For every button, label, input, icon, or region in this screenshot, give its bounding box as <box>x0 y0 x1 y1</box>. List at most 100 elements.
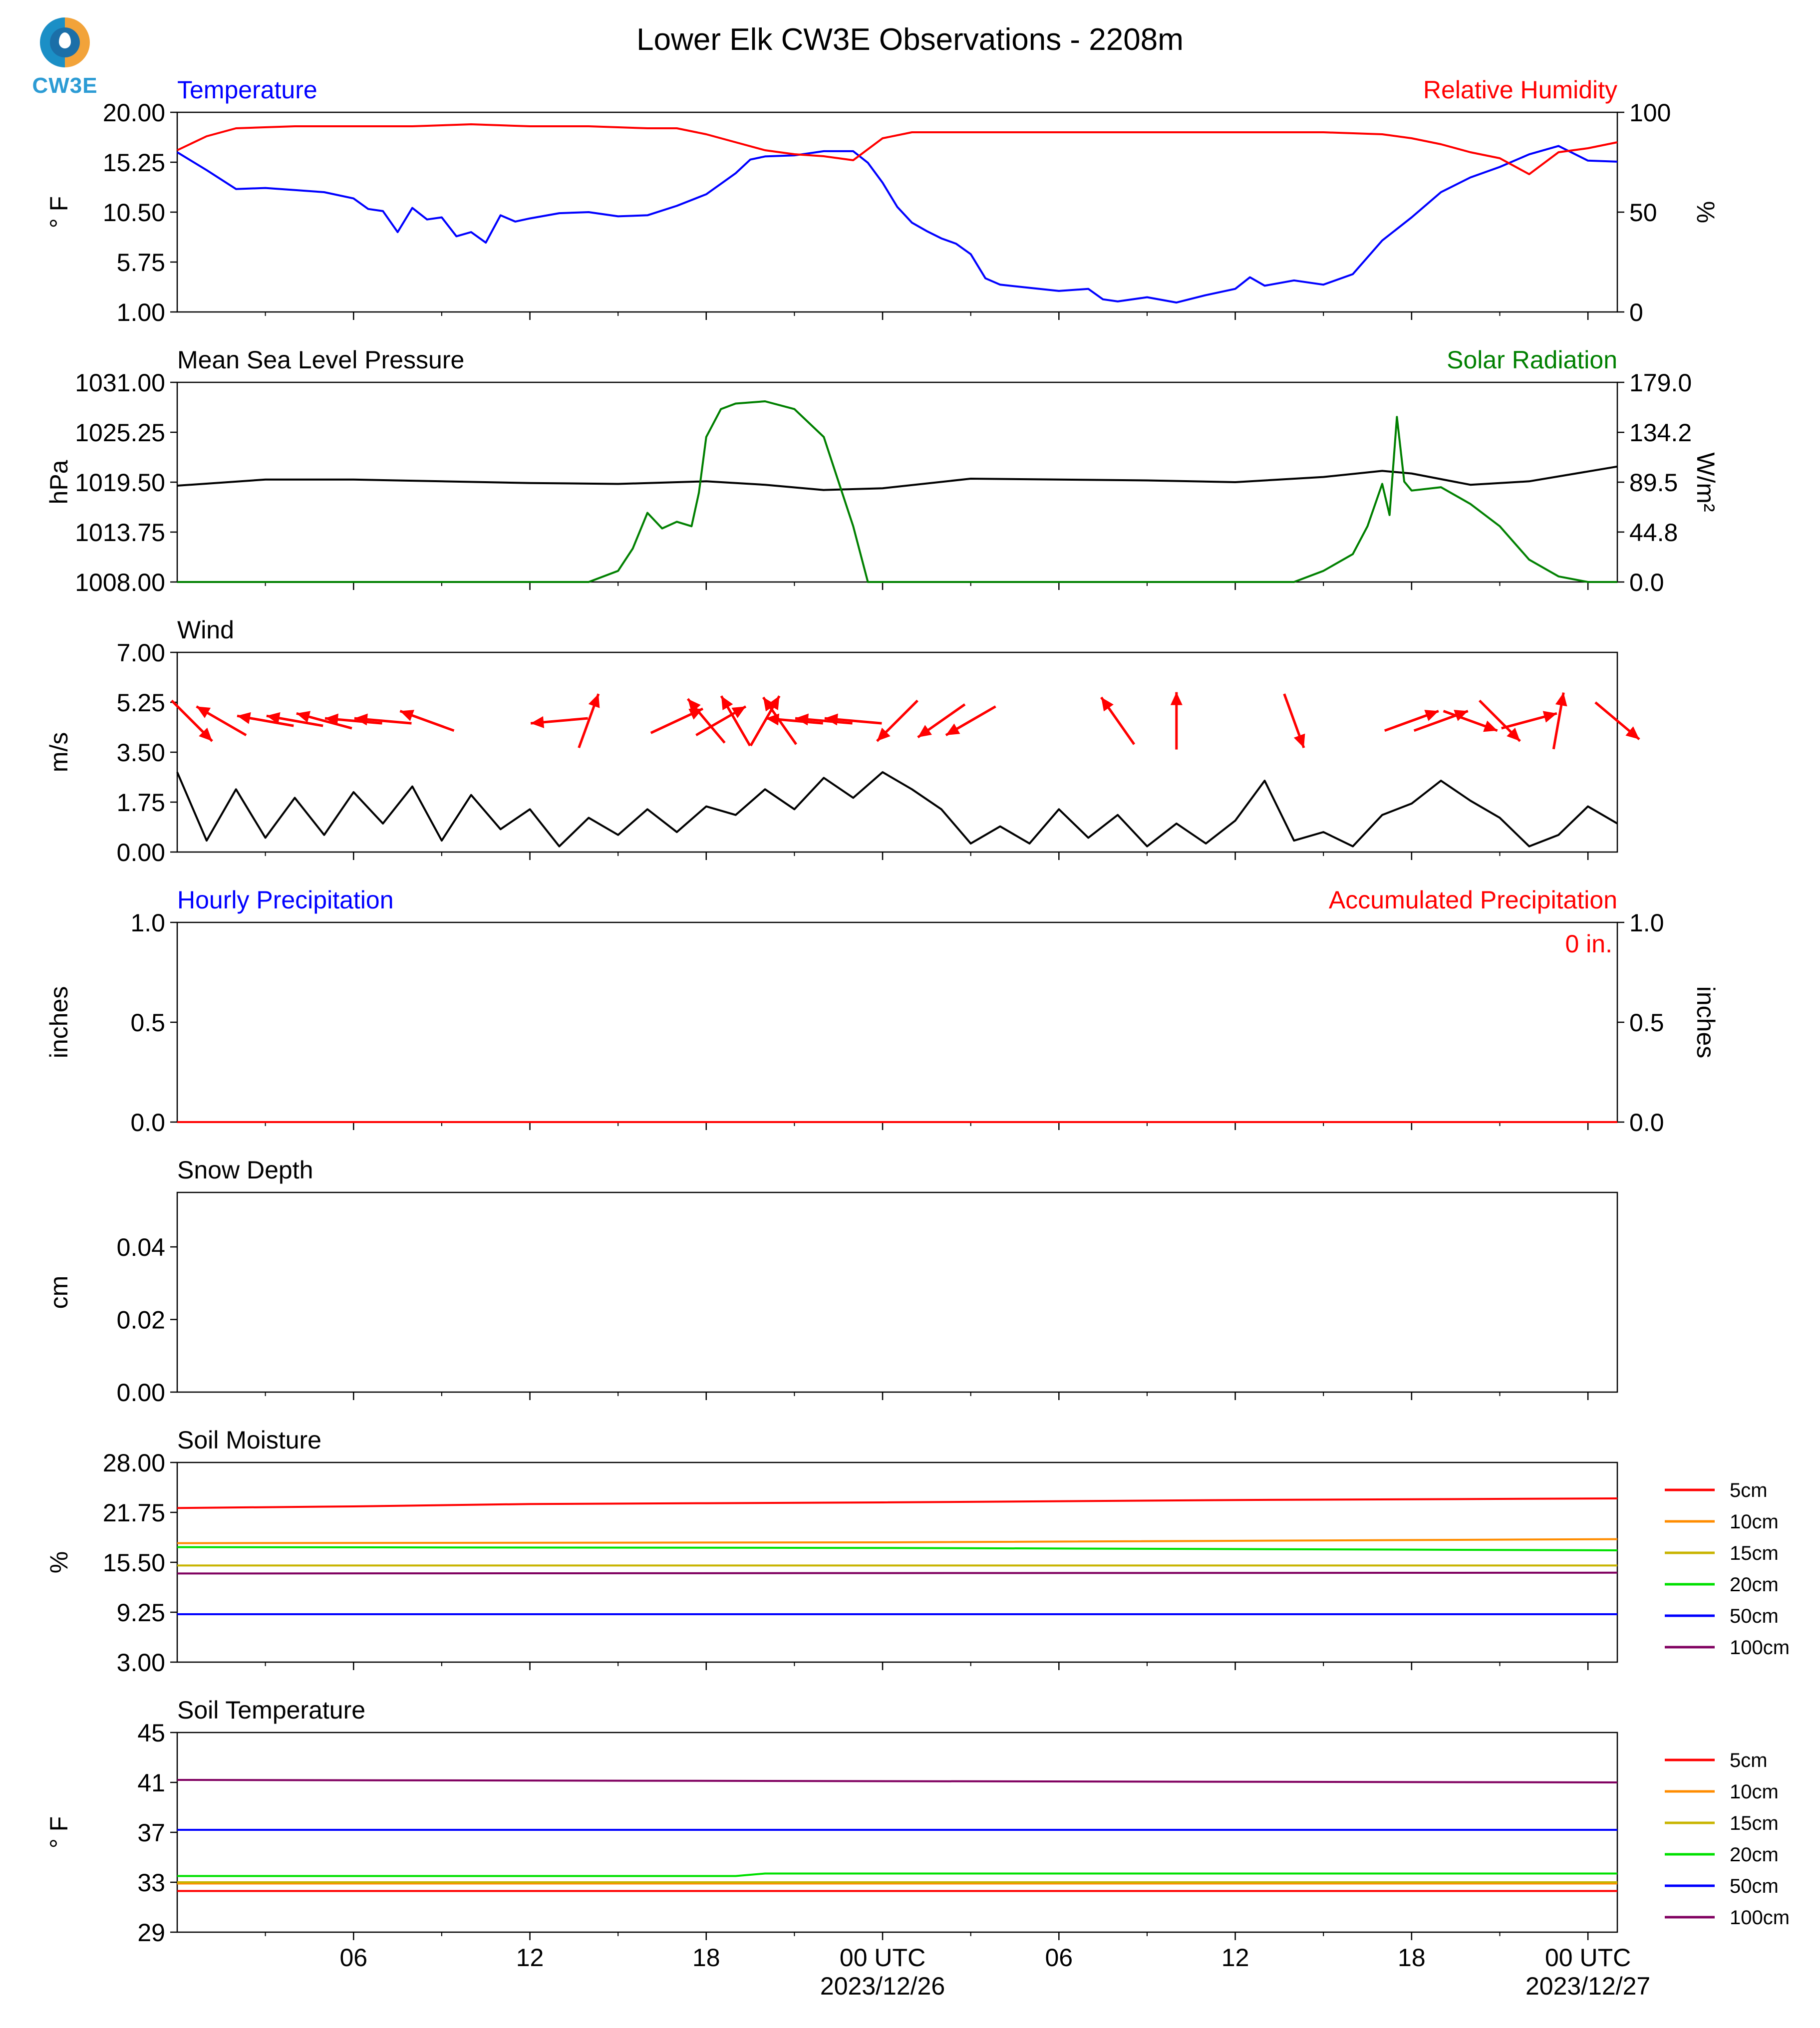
y-axis-label: ° F <box>45 1816 73 1848</box>
panel-title-left: Soil Moisture <box>177 1426 321 1454</box>
wind-arrow <box>1594 701 1640 741</box>
wind-arrow <box>171 699 213 742</box>
y-tick-label: 15.25 <box>103 149 165 177</box>
y-tick-label: 3.50 <box>117 739 165 767</box>
panel-frame <box>176 1191 1618 1393</box>
y-tick-label: 1013.75 <box>75 519 165 547</box>
series-line-wind_speed <box>176 771 1618 848</box>
wind-arrow <box>765 713 823 726</box>
x-tick-label: 18 <box>1398 1944 1426 1972</box>
y-tick-label-right: 134.2 <box>1629 419 1692 447</box>
wind-arrow-head <box>767 696 780 710</box>
wind-arrow-head <box>1170 692 1183 705</box>
legend-label: 100cm <box>1730 1907 1790 1929</box>
wind-arrow-head <box>296 711 311 723</box>
legend-label: 50cm <box>1730 1605 1779 1627</box>
y-tick-label: 1031.00 <box>75 369 165 397</box>
wind-arrow <box>720 695 751 747</box>
legend: 5cm 10cm 15cm 20cm 50cm 100cm <box>1665 1749 1790 1929</box>
wind-arrow <box>237 712 294 727</box>
figure-title: Lower Elk CW3E Observations - 2208m <box>636 22 1184 57</box>
panel-precip: Hourly Precipitation Accumulated Precipit… <box>45 886 1720 1137</box>
y-tick-label: 0.0 <box>130 1109 165 1137</box>
water-drop-icon <box>59 32 71 48</box>
x-tick-label: 06 <box>339 1944 367 1972</box>
panel-title-left: Temperature <box>177 76 317 104</box>
panel-title-left: Snow Depth <box>177 1156 313 1184</box>
wind-arrow-head <box>721 696 733 710</box>
y-tick-label: 1025.25 <box>75 419 165 447</box>
wind-arrow-head <box>766 713 780 726</box>
wind-arrow-head <box>731 706 746 718</box>
y-tick-label: 3.00 <box>117 1649 165 1677</box>
y-tick-label: 29 <box>137 1919 165 1947</box>
y-tick-label-right: 0.0 <box>1629 1109 1664 1137</box>
wind-arrow-head <box>945 723 960 735</box>
x-date-label: 2023/12/27 <box>1525 1972 1650 2000</box>
panels: Temperature Relative Humidity1.005.7510.5… <box>45 76 1790 1947</box>
wind-arrow-head <box>237 712 251 724</box>
cw3e-logo: CW3E <box>27 17 102 102</box>
y-tick-label: 20.00 <box>103 99 165 127</box>
y-tick-label-right: 0.5 <box>1629 1009 1664 1037</box>
y-tick-label: 41 <box>137 1769 165 1797</box>
panel-title-left: Wind <box>177 616 234 644</box>
panel-title-right: Accumulated Precipitation <box>1329 886 1617 914</box>
wind-arrow <box>399 710 455 732</box>
wind-arrow <box>1479 699 1521 742</box>
wind-arrow <box>1413 710 1469 732</box>
panel-title-right: Relative Humidity <box>1423 76 1617 104</box>
panel-wind: Wind 0.00 1.75 3.50 5.25 7.00 m/s <box>45 616 1640 867</box>
y-axis-label-right: % <box>1692 201 1720 223</box>
wind-arrow <box>196 705 247 737</box>
y-tick-label: 1008.00 <box>75 569 165 596</box>
wind-arrow <box>578 693 600 749</box>
wind-arrow <box>296 711 352 730</box>
wind-arrow <box>1552 692 1567 750</box>
legend-label: 100cm <box>1730 1637 1790 1659</box>
x-tick-label: 00 UTC <box>1545 1944 1631 1972</box>
y-tick-label: 5.75 <box>117 249 165 277</box>
wind-arrow-head <box>400 710 414 721</box>
x-tick-label: 12 <box>516 1944 544 1972</box>
series-line-humidity <box>177 123 1618 175</box>
wind-arrow-head <box>877 727 891 741</box>
wind-arrow <box>945 705 996 737</box>
x-date-label: 2023/12/26 <box>820 1972 945 2000</box>
legend-label: 10cm <box>1730 1781 1779 1803</box>
legend-label: 5cm <box>1730 1479 1768 1501</box>
y-tick-label-right: 50 <box>1629 199 1657 227</box>
wind-arrow <box>530 716 588 728</box>
panel-pressure_solar: Mean Sea Level Pressure Solar Radiation 10… <box>45 346 1720 596</box>
y-axis-label: hPa <box>45 460 73 504</box>
wind-arrow-head <box>917 725 932 738</box>
panel-snow: Snow Depth 0.00 0.02 0.04 cm <box>45 1156 1618 1407</box>
x-tick-label: 18 <box>692 1944 720 1972</box>
panel-title-left: Hourly Precipitation <box>177 886 394 914</box>
series-line-20cm <box>177 1872 1617 1877</box>
wind-arrow-head <box>199 727 213 741</box>
y-tick-label: 1.00 <box>117 298 165 326</box>
wind-arrow-head <box>1293 733 1305 748</box>
y-axis-label: m/s <box>45 732 73 773</box>
series-line-20cm <box>177 1546 1618 1551</box>
wind-arrow <box>1501 711 1557 730</box>
y-tick-label-right: 1.0 <box>1629 909 1664 937</box>
x-tick-label: 12 <box>1221 1944 1249 1972</box>
wind-arrow-head <box>763 697 776 712</box>
y-tick-label-right: 0 <box>1629 298 1643 326</box>
wind-arrow <box>917 703 966 739</box>
panel-frame <box>176 1461 1618 1663</box>
y-tick-label: 37 <box>137 1819 165 1847</box>
y-tick-label-right: 179.0 <box>1629 369 1692 397</box>
y-tick-label: 0.02 <box>117 1306 165 1334</box>
wind-arrow <box>824 713 882 726</box>
wind-arrow <box>354 713 412 726</box>
wind-arrow <box>795 713 853 726</box>
y-axis-label-right: inches <box>1692 986 1720 1059</box>
panel-soil_moisture: Soil Moisture 3.00 9.25 15.50 21.75 28.00% 5cm… <box>45 1426 1790 1677</box>
wind-arrow-head <box>324 713 338 726</box>
panel-frame <box>176 651 1618 853</box>
wind-arrow-head <box>266 712 281 724</box>
